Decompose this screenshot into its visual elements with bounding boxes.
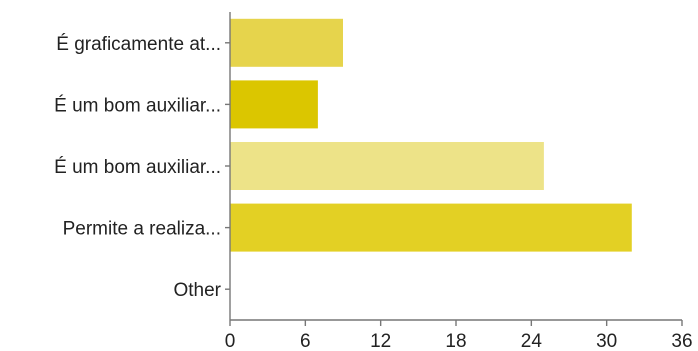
x-axis-ticks: 0 6 12 18 24 30 36 [225,320,693,351]
x-tick-label-12: 12 [370,331,391,351]
category-labels: É graficamente at... É um bom auxiliar...… [54,34,230,301]
x-tick-label-30: 30 [596,331,617,351]
category-label-2: É um bom auxiliar... [54,95,221,116]
bars-group [230,18,632,252]
x-tick-label-6: 6 [300,331,311,351]
x-tick-label-0: 0 [225,331,236,351]
x-tick-label-18: 18 [445,331,466,351]
category-label-4: Permite a realiza... [63,219,221,240]
category-label-5: Other [173,280,221,301]
x-tick-label-36: 36 [671,331,692,351]
bar-2 [230,80,318,129]
bar-1 [230,18,343,67]
bar-4 [230,203,632,252]
category-label-1: É graficamente at... [56,34,221,55]
bar-3 [230,142,544,190]
x-tick-label-24: 24 [521,331,543,351]
category-label-3: É um bom auxiliar... [54,157,221,178]
